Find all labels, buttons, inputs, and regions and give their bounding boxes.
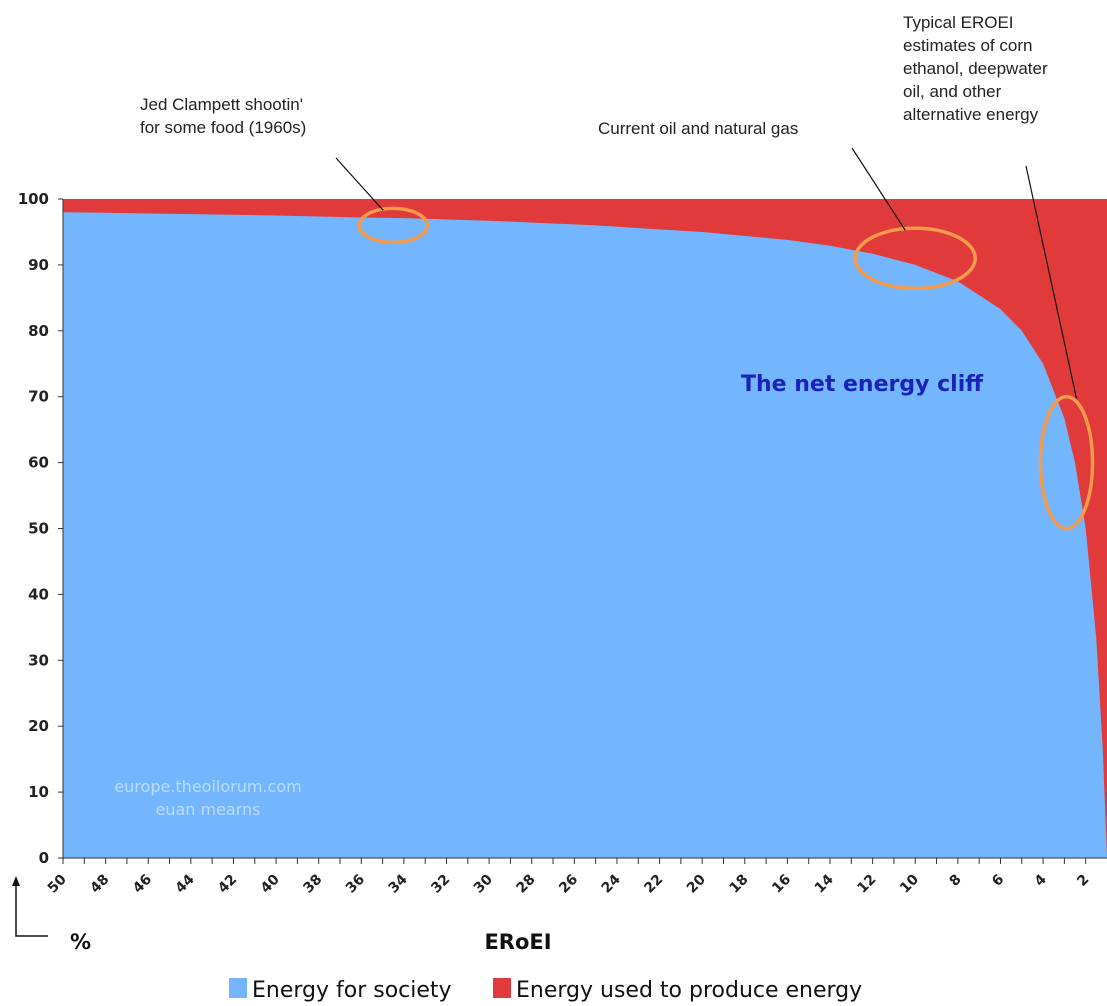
y-tick-label: 10	[28, 783, 49, 801]
annotation-line: for some food (1960s)	[140, 118, 306, 137]
annotation-line: Jed Clampett shootin'	[140, 95, 303, 114]
x-tick-label: 14	[812, 871, 837, 896]
x-tick-label: 50	[45, 871, 70, 896]
y-tick-label: 50	[28, 520, 49, 538]
y-tick-label: 100	[18, 190, 49, 208]
y-tick-label: 30	[28, 651, 49, 669]
x-tick-label: 30	[471, 871, 496, 896]
x-tick-label: 28	[513, 872, 538, 897]
x-tick-label: 12	[854, 872, 879, 897]
x-axis: 50 48 46 44 42 40 38 36 34 32 30 28 26 24 22 20 18 16 14 12…	[45, 857, 1107, 897]
x-tick-label: 38	[300, 872, 325, 897]
annotation-text: Current oil and natural gas	[598, 119, 798, 138]
legend-label-produce: Energy used to produce energy	[516, 978, 862, 1003]
y-tick-label: 80	[28, 322, 49, 340]
y-tick-label: 60	[28, 454, 49, 472]
y-axis-label: %	[70, 930, 91, 954]
annotation-line: Typical EROEI	[903, 13, 1014, 32]
watermark: europe.theoilorum.com euan mearns	[114, 777, 301, 819]
x-tick-label: 42	[215, 872, 240, 897]
x-tick-label: 18	[727, 872, 752, 897]
annotations: Jed Clampett shootin' for some food (1960…	[140, 13, 1095, 531]
x-tick-label: 44	[173, 871, 198, 896]
annotation-line: Current oil and natural gas	[598, 119, 798, 138]
y-axis: 0 10 20 30 40 50 60 70 80 90 100	[18, 190, 64, 867]
annotation-line: estimates of corn	[903, 36, 1032, 55]
legend: Energy for society Energy used to produc…	[229, 978, 862, 1003]
x-tick-label: 2	[1074, 872, 1092, 890]
annotation-leader-line	[1025, 165, 1078, 399]
annotation-leader-line	[335, 157, 384, 211]
annotation-line: ethanol, deepwater	[903, 59, 1048, 78]
annotation-text: Jed Clampett shootin' for some food (1960…	[140, 95, 306, 137]
y-axis-title: %	[12, 876, 91, 954]
x-tick-label: 10	[897, 871, 922, 896]
annotation-highlight-ellipse	[1038, 394, 1095, 531]
legend-swatch-society	[229, 978, 247, 998]
x-tick-label: 6	[989, 872, 1007, 890]
x-tick-label: 32	[428, 872, 453, 897]
x-tick-label: 26	[556, 872, 581, 897]
watermark-line-1: europe.theoilorum.com	[114, 777, 301, 796]
x-tick-label: 20	[684, 871, 709, 896]
x-tick-label: 8	[946, 872, 964, 890]
y-tick-label: 0	[39, 849, 49, 867]
x-tick-label: 48	[87, 872, 112, 897]
y-axis-arrow-icon	[15, 880, 48, 937]
x-tick-label: 24	[599, 871, 624, 896]
x-tick-label: 22	[641, 872, 666, 897]
watermark-line-2: euan mearns	[155, 800, 260, 819]
annotation-text: Typical EROEI estimates of corn ethanol, d…	[903, 13, 1048, 124]
x-tick-label: 34	[386, 871, 411, 896]
plot-area	[63, 199, 1107, 858]
annotation-leader-line	[851, 147, 906, 231]
series-area-energy-for-society	[63, 212, 1107, 858]
annotation-line: oil, and other	[903, 82, 1002, 101]
y-tick-label: 70	[28, 388, 49, 406]
annotation-highlight-ellipse	[853, 226, 977, 291]
x-tick-label: 46	[130, 872, 155, 897]
x-tick-label: 16	[769, 872, 794, 897]
legend-swatch-produce	[493, 978, 511, 998]
x-tick-label: 36	[343, 872, 368, 897]
x-tick-label: 40	[258, 871, 283, 896]
legend-label-society: Energy for society	[252, 978, 452, 1003]
annotation-highlight-ellipse	[357, 206, 429, 245]
y-tick-label: 20	[28, 717, 49, 735]
y-tick-label: 90	[28, 256, 49, 274]
annotation-line: alternative energy	[903, 105, 1039, 124]
x-axis-label: ERoEI	[484, 930, 551, 954]
x-tick-label: 4	[1032, 871, 1050, 889]
y-tick-label: 40	[28, 585, 49, 603]
arrowhead-icon	[12, 876, 20, 886]
chart-title: The net energy cliff	[741, 372, 984, 397]
